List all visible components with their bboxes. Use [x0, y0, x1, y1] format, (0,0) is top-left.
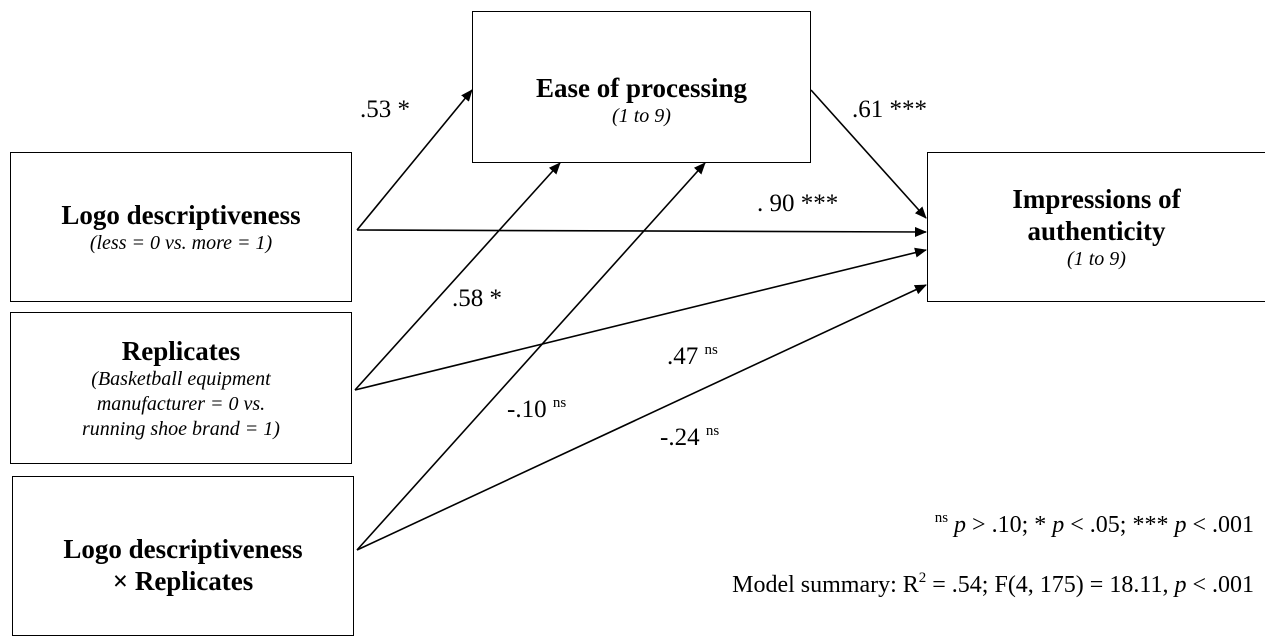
coef-value: .61: [852, 96, 884, 123]
coef-sig: ns: [704, 342, 718, 358]
coef-value: -.24: [660, 424, 700, 451]
node-title: Ease of processing: [535, 73, 747, 103]
node-title-line2: × Replicates: [112, 566, 254, 596]
node-replicates: Replicates (Basketball equipment manufac…: [10, 312, 352, 464]
node-title-line2: authenticity: [1027, 215, 1166, 246]
node-logo-descriptiveness: Logo descriptiveness (less = 0 vs. more …: [10, 152, 352, 302]
coef-value: .47: [667, 343, 699, 370]
r-squared-exponent: 2: [918, 570, 927, 586]
model-summary: Model summary: R2 = .54; F(4, 175) = 18.…: [732, 570, 1254, 599]
legend-text: < .05; ***: [1064, 512, 1175, 538]
coef-sig: *: [489, 285, 503, 312]
significance-legend: ns p > .10; * p < .05; *** p < .001: [935, 510, 1254, 539]
coef-xw-to-y: -.24 ns: [660, 423, 719, 452]
coef-w-to-m: .58 *: [452, 285, 502, 313]
coef-sig: ***: [889, 96, 928, 123]
arrow-xw-to-y: [356, 284, 927, 551]
coef-x-to-m: .53 *: [360, 96, 410, 124]
node-subtitle-line2: manufacturer = 0 vs.: [96, 392, 266, 415]
arrow-x-to-m: [356, 89, 473, 231]
model-text: = .54; F(4, 175) = 18.11,: [926, 572, 1175, 598]
legend-p: p: [1174, 512, 1187, 538]
coef-sig: *: [397, 96, 411, 123]
node-subtitle: (1 to 9): [612, 105, 671, 127]
coef-value: -.10: [507, 396, 547, 423]
coef-value: .53: [360, 96, 392, 123]
path-arrows: [354, 89, 927, 551]
coef-value: . 90: [757, 190, 795, 217]
coef-value: .58: [452, 285, 484, 312]
node-impressions-of-authenticity: Impressions of authenticity (1 to 9): [927, 152, 1265, 302]
model-p: p: [1174, 572, 1187, 598]
node-interaction: Logo descriptiveness × Replicates: [12, 476, 354, 636]
arrow-x-to-y: [356, 226, 927, 237]
node-title-line1: Impressions of: [1012, 183, 1181, 214]
coef-xw-to-m: -.10 ns: [507, 395, 566, 424]
arrow-w-to-m: [354, 162, 561, 391]
legend-text: > .10; *: [966, 512, 1053, 538]
coef-x-to-y: . 90 ***: [757, 190, 838, 218]
node-title: Logo descriptiveness: [61, 199, 301, 230]
node-subtitle-line3: running shoe brand = 1): [82, 417, 280, 440]
node-title-line1: Logo descriptiveness: [63, 534, 303, 564]
node-subtitle: (1 to 9): [1067, 247, 1126, 270]
coef-m-to-y: .61 ***: [852, 96, 927, 124]
coef-sig: ns: [705, 423, 720, 439]
node-subtitle-line1: (Basketball equipment: [91, 367, 271, 390]
legend-p: p: [954, 512, 967, 538]
legend-ns: ns: [934, 510, 949, 526]
coef-sig: ns: [552, 395, 567, 411]
arrow-m-to-y: [810, 89, 927, 219]
arrow-xw-to-m: [356, 162, 706, 551]
node-title: Replicates: [121, 335, 241, 366]
coef-sig: ***: [800, 190, 839, 217]
coef-w-to-y: .47 ns: [667, 342, 718, 371]
legend-p: p: [1052, 512, 1065, 538]
node-subtitle: (less = 0 vs. more = 1): [89, 231, 273, 254]
legend-text: < .001: [1186, 512, 1254, 538]
model-text: Model summary: R: [732, 572, 919, 598]
arrow-w-to-y: [354, 247, 927, 391]
node-ease-of-processing: Ease of processing (1 to 9): [472, 11, 811, 163]
model-text: < .001: [1186, 572, 1254, 598]
